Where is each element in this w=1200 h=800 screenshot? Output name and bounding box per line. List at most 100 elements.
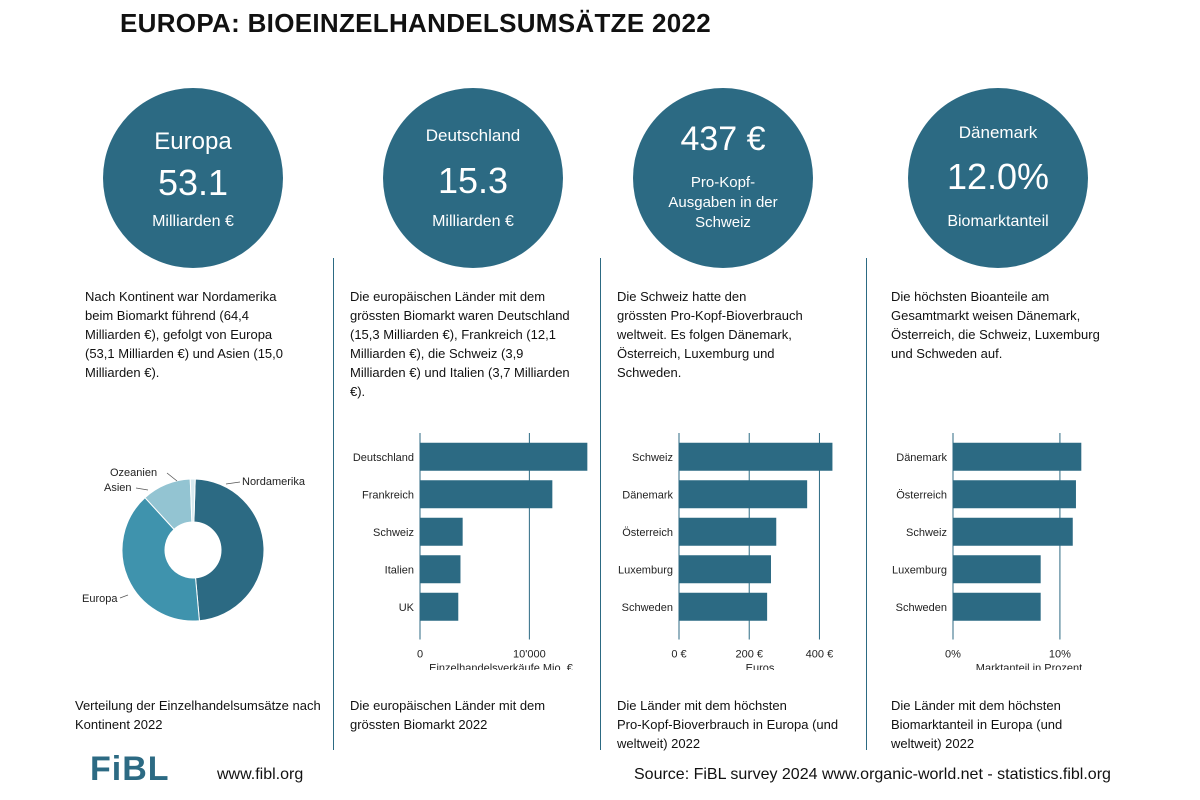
circle-value: 437 € — [680, 120, 766, 158]
caption-line: weltweit) 2022 — [891, 736, 975, 751]
description-line: Schweden. — [617, 365, 682, 380]
bar-frankreich — [420, 480, 553, 509]
caption-line: Kontinent 2022 — [75, 717, 163, 732]
category-label-österreich: Österreich — [622, 527, 673, 539]
category-label-frankreich: Frankreich — [362, 489, 414, 501]
caption-kontinent: Verteilung der Einzelhandelsumsätze nach… — [75, 696, 325, 734]
tick-label-0: 0 — [417, 649, 423, 661]
circle-unit: Milliarden € — [152, 213, 234, 230]
category-label-schweden: Schweden — [622, 602, 673, 614]
tick-label-0: 0 € — [671, 649, 686, 661]
circle-label: Deutschland — [425, 126, 521, 145]
stat-circle-schweiz: 437 € Pro-Kopf- Ausgaben in der Schweiz — [633, 88, 813, 268]
description-line: Die Schweiz hatte den — [617, 289, 747, 304]
caption-line: Die europäischen Länder mit dem — [350, 698, 546, 713]
circle-subtitle-2: Ausgaben in der — [668, 194, 778, 211]
description-marktanteil: Die höchsten Bioanteile am Gesamtmarkt w… — [891, 287, 1141, 363]
column-divider-3 — [866, 258, 867, 750]
bar-dänemark — [953, 442, 1082, 471]
bar-schweden — [953, 592, 1041, 621]
fibl-logo: FiBL — [90, 750, 170, 788]
description-line: (15,3 Milliarden €), Frankreich (12,1 — [350, 327, 556, 342]
stat-circle-europa: Europa 53.1 Milliarden € — [103, 88, 283, 268]
category-label-schweiz: Schweiz — [632, 452, 673, 464]
bar-uk — [420, 592, 459, 621]
donut-chart-kontinente: Nordamerika Europa Asien Ozeanien — [82, 467, 306, 622]
description-line: €). — [350, 384, 366, 399]
category-label-uk: UK — [399, 602, 415, 614]
bar-österreich — [953, 480, 1076, 509]
caption-line: Die Länder mit dem höchsten — [617, 698, 787, 713]
circle-value: 15.3 — [437, 160, 509, 201]
circle-value: 53.1 — [157, 162, 229, 203]
description-line: Österreich, Luxemburg und — [617, 346, 775, 361]
description-line: Milliarden €) und Italien (3,7 Milliarde… — [350, 365, 570, 380]
circle-unit: Biomarktanteil — [947, 213, 1049, 230]
caption-marktanteil: Die Länder mit dem höchsten Biomarktante… — [891, 696, 1141, 753]
bar-schweiz — [679, 442, 833, 471]
donut-slice-europa — [121, 496, 200, 622]
circle-subtitle-3: Schweiz — [695, 214, 751, 231]
bar-chart-marktanteil: 0% 10% Dänemark Österreich Schweiz Luxemburg S… — [892, 433, 1082, 671]
circle-subtitle-1: Pro-Kopf- — [690, 174, 756, 191]
tick-label-1: 10% — [1049, 649, 1071, 661]
circle-value: 12.0% — [946, 156, 1050, 197]
axis-label: Marktanteil in Prozent — [976, 663, 1082, 671]
circle-label: Europa — [154, 128, 232, 155]
stat-circle-deutschland: Deutschland 15.3 Milliarden € — [383, 88, 563, 268]
bar-luxemburg — [953, 555, 1041, 584]
donut-label-europa: Europa — [82, 593, 118, 605]
caption-line: Pro-Kopf-Bioverbrauch in Europa (und — [617, 717, 839, 732]
description-line: Milliarden €). — [85, 365, 160, 380]
bar-schweden — [679, 592, 768, 621]
bar-chart-laender: 0 10'000 Deutschland Frankreich Schweiz Itali… — [353, 433, 588, 671]
bar-schweiz — [420, 517, 463, 546]
caption-line: Biomarktanteil in Europa (und — [891, 717, 1063, 732]
circle-unit: Milliarden € — [432, 213, 514, 230]
tick-label-0: 0% — [945, 649, 961, 661]
bar-schweiz — [953, 517, 1073, 546]
caption-line: grössten Biomarkt 2022 — [350, 717, 488, 732]
category-label-dänemark: Dänemark — [622, 489, 673, 501]
column-divider-2 — [600, 258, 601, 750]
caption-line: Die Länder mit dem höchsten — [891, 698, 1061, 713]
donut-slice-ozeanien — [189, 478, 196, 523]
donut-label-asien: Asien — [104, 482, 132, 494]
description-line: Gesamtmarkt weisen Dänemark, — [891, 308, 1081, 323]
description-line: beim Biomarkt führend (64,4 — [85, 308, 250, 323]
axis-label: Euros — [746, 663, 775, 671]
category-label-schweiz: Schweiz — [373, 527, 414, 539]
description-line: grössten Pro-Kopf-Bioverbrauch — [617, 308, 803, 323]
category-label-italien: Italien — [385, 564, 414, 576]
donut-leader-europa — [119, 594, 129, 599]
description-line: Milliarden €), gefolgt von Europa — [85, 327, 273, 342]
description-line: weltweit. Es folgen Dänemark, — [617, 327, 792, 342]
donut-label-ozeanien: Ozeanien — [110, 467, 157, 479]
page-title: EUROPA: BIOEINZELHANDELSUMSÄTZE 2022 — [120, 8, 712, 38]
caption-line: weltweit) 2022 — [617, 736, 701, 751]
category-label-luxemburg: Luxemburg — [892, 564, 947, 576]
category-label-schweiz: Schweiz — [906, 527, 947, 539]
category-label-luxemburg: Luxemburg — [618, 564, 673, 576]
description-line: Milliarden €), die Schweiz (3,9 — [350, 346, 524, 361]
donut-slice-nordamerika — [193, 478, 265, 622]
description-line: Nach Kontinent war Nordamerika — [85, 289, 277, 304]
axis-label: Einzelhandelsverkäufe Mio. € — [429, 663, 573, 671]
column-divider-1 — [333, 258, 334, 750]
caption-line: Verteilung der Einzelhandelsumsätze nach — [75, 698, 321, 713]
donut-leader-ozeanien — [166, 472, 178, 482]
tick-label-1: 200 € — [735, 649, 763, 661]
footer-url[interactable]: www.fibl.org — [217, 766, 304, 783]
tick-label-2: 400 € — [806, 649, 834, 661]
description-laender: Die europäischen Länder mit dem grössten… — [350, 287, 595, 401]
stat-circle-daenemark: Dänemark 12.0% Biomarktanteil — [908, 88, 1088, 268]
bar-österreich — [679, 517, 777, 546]
description-europa: Nach Kontinent war Nordamerika beim Biom… — [85, 287, 325, 382]
bar-dänemark — [679, 480, 808, 509]
description-pro-kopf: Die Schweiz hatte den grössten Pro-Kopf-… — [617, 287, 857, 382]
circle-label: Dänemark — [958, 123, 1038, 142]
description-line: grössten Biomarkt waren Deutschland — [350, 308, 570, 323]
description-line: (53,1 Milliarden €) und Asien (15,0 — [85, 346, 284, 361]
donut-leader-asien — [135, 487, 149, 491]
bar-luxemburg — [679, 555, 771, 584]
